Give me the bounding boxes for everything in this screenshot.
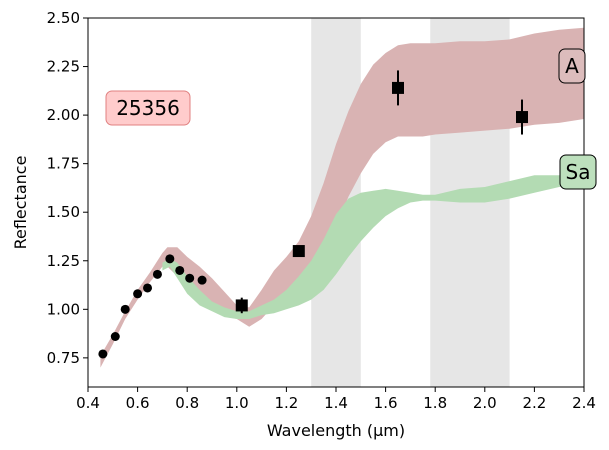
y-tick-label-5: 2.00 [47, 106, 80, 124]
square-point-1 [292, 245, 305, 258]
axis-ticks: 0.4 0.6 0.8 1.0 1.2 1.4 1.6 1.8 2.0 2.2 2.4 0.75 1.0… [47, 9, 596, 412]
spectral-bands [100, 27, 584, 368]
x-tick-label-5: 1.4 [324, 394, 348, 412]
circle-point-1 [110, 332, 120, 342]
y-tick-label-2: 1.25 [47, 252, 80, 270]
x-tick-label-4: 1.2 [274, 394, 298, 412]
square-point-3 [516, 111, 528, 124]
circle-point-8 [185, 273, 195, 283]
object-label-background [105, 90, 191, 126]
x-axis-label: Wavelength (µm) [267, 421, 405, 440]
band-sa [162, 173, 584, 319]
x-tick-label-3: 1.0 [225, 394, 249, 412]
circle-point-7 [175, 265, 185, 275]
circle-point-2 [120, 304, 130, 314]
x-tick-label-1: 0.6 [126, 394, 150, 412]
circle-point-6 [165, 254, 175, 264]
x-tick-label-9: 2.2 [522, 394, 546, 412]
band-a [100, 27, 584, 368]
band-label-a: A [565, 54, 579, 78]
y-tick-label-0: 0.75 [47, 349, 80, 367]
data-points [98, 70, 528, 359]
x-tick-label-8: 2.0 [473, 394, 497, 412]
x-tick-label-6: 1.6 [374, 394, 398, 412]
square-point-2 [392, 81, 404, 94]
band-labels: A Sa [558, 48, 597, 190]
band-label-box-sa [559, 154, 597, 190]
y-axis-label: Reflectance [11, 156, 30, 250]
circle-point-0 [98, 349, 108, 359]
y-tick-label-4: 1.75 [47, 155, 80, 173]
x-tick-label-10: 2.4 [572, 394, 596, 412]
y-tick-label-7: 2.50 [47, 9, 80, 27]
circle-point-5 [152, 269, 162, 279]
y-tick-label-6: 2.25 [47, 58, 80, 76]
object-label-box: 25356 [105, 90, 191, 126]
x-tick-label-2: 0.8 [175, 394, 199, 412]
circle-point-4 [143, 283, 153, 293]
band-label-box-a [558, 48, 586, 84]
y-tick-label-3: 1.50 [47, 203, 80, 221]
square-point-0 [235, 299, 248, 312]
circle-point-9 [197, 275, 207, 285]
object-label: 25356 [116, 96, 180, 120]
band-label-sa: Sa [566, 160, 591, 184]
circle-point-3 [133, 289, 143, 299]
y-tick-label-1: 1.00 [47, 300, 80, 318]
x-tick-label-0: 0.4 [76, 394, 100, 412]
x-tick-label-7: 1.8 [423, 394, 447, 412]
